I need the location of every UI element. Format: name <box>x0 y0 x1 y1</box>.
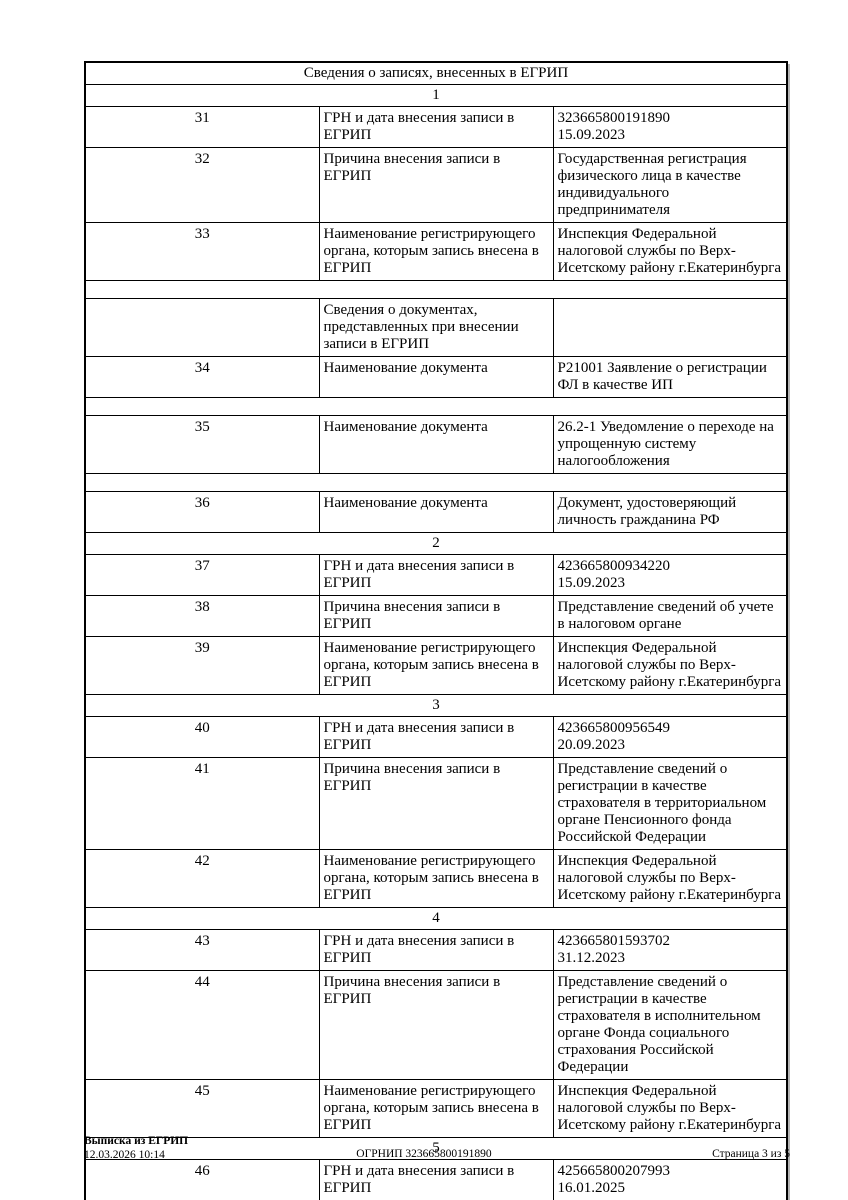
row-value-cell: 425665800207993 16.01.2025 <box>552 1159 788 1200</box>
row-number-cell: 43 <box>84 929 320 971</box>
section-row: 5 <box>84 1137 788 1160</box>
section-row: 2 <box>84 532 788 555</box>
row-value-cell: Инспекция Федеральной налоговой службы п… <box>552 1079 788 1138</box>
spacer-row <box>84 473 788 492</box>
row-number-cell <box>84 298 320 357</box>
row-number-cell: 39 <box>84 636 320 695</box>
section-row: 1 <box>84 84 788 107</box>
row-label-cell: ГРН и дата внесения записи в ЕГРИП <box>318 716 554 758</box>
footer-ogrnip: ОГРНИП 323665800191890 <box>356 1148 492 1160</box>
egrip-table-head: Сведения о записях, внесенных в ЕГРИП <box>84 61 788 85</box>
row-number-cell: 46 <box>84 1159 320 1200</box>
row-label-cell: ГРН и дата внесения записи в ЕГРИП <box>318 929 554 971</box>
row-value-cell: Инспекция Федеральной налоговой службы п… <box>552 222 788 281</box>
spacer-cell <box>84 280 788 299</box>
table-row: 46 ГРН и дата внесения записи в ЕГРИП 4256… <box>84 1159 788 1200</box>
row-value-cell: Представление сведений о регистрации в к… <box>552 970 788 1080</box>
row-number-cell: 33 <box>84 222 320 281</box>
table-row: 41 Причина внесения записи в ЕГРИП Предста… <box>84 757 788 850</box>
row-value-cell: 423665800934220 15.09.2023 <box>552 554 788 596</box>
row-number-cell: 32 <box>84 147 320 223</box>
row-value-cell: Представление сведений о регистрации в к… <box>552 757 788 850</box>
table-row: 44 Причина внесения записи в ЕГРИП Предста… <box>84 970 788 1080</box>
table-row: 40 ГРН и дата внесения записи в ЕГРИП 4236… <box>84 716 788 758</box>
spacer-cell <box>84 397 788 416</box>
row-number-cell: 41 <box>84 757 320 850</box>
spacer-row <box>84 397 788 416</box>
table-row: 31 ГРН и дата внесения записи в ЕГРИП 3236… <box>84 106 788 148</box>
row-label-cell: ГРН и дата внесения записи в ЕГРИП <box>318 106 554 148</box>
table-row: 34 Наименование документа Р21001 Заявление… <box>84 356 788 398</box>
table-row: 35 Наименование документа 26.2-1 Уведомлен… <box>84 415 788 474</box>
table-row: 43 ГРН и дата внесения записи в ЕГРИП 4236… <box>84 929 788 971</box>
table-row: 33 Наименование регистрирующего органа, к… <box>84 222 788 281</box>
row-value-cell <box>552 298 788 357</box>
row-number-cell: 34 <box>84 356 320 398</box>
egrip-table-body: 1 31 ГРН и дата внесения записи в ЕГРИП 323… <box>84 84 788 1200</box>
section-number: 2 <box>84 532 788 555</box>
row-label-cell: Причина внесения записи в ЕГРИП <box>318 595 554 637</box>
row-value-cell: 26.2-1 Уведомление о переходе на упрощен… <box>552 415 788 474</box>
table-row: 36 Наименование документа Документ, удосто… <box>84 491 788 533</box>
section-number: 5 <box>84 1137 788 1160</box>
spacer-row <box>84 280 788 299</box>
row-label-cell: Причина внесения записи в ЕГРИП <box>318 757 554 850</box>
table-row: 32 Причина внесения записи в ЕГРИП Государ… <box>84 147 788 223</box>
row-value-cell: 423665800956549 20.09.2023 <box>552 716 788 758</box>
section-row: 4 <box>84 907 788 930</box>
row-number-cell: 31 <box>84 106 320 148</box>
table-row: 37 ГРН и дата внесения записи в ЕГРИП 4236… <box>84 554 788 596</box>
section-number: 3 <box>84 694 788 717</box>
row-value-cell: Документ, удостоверяющий личность гражда… <box>552 491 788 533</box>
row-number-cell: 45 <box>84 1079 320 1138</box>
table-row: 38 Причина внесения записи в ЕГРИП Предста… <box>84 595 788 637</box>
section-number: 4 <box>84 907 788 930</box>
row-number-cell: 42 <box>84 849 320 908</box>
row-value-cell: Р21001 Заявление о регистрации ФЛ в каче… <box>552 356 788 398</box>
table-row: Сведения о документах, представленных пр… <box>84 298 788 357</box>
row-value-cell: Государственная регистрация физического … <box>552 147 788 223</box>
table-row: 39 Наименование регистрирующего органа, к… <box>84 636 788 695</box>
footer-doc-type: Выписка из ЕГРИП <box>84 1135 189 1147</box>
row-label-cell: Наименование документа <box>318 415 554 474</box>
table-title-row: Сведения о записях, внесенных в ЕГРИП <box>84 61 788 85</box>
table-title: Сведения о записях, внесенных в ЕГРИП <box>84 61 788 85</box>
row-label-cell: Наименование документа <box>318 356 554 398</box>
row-label-cell: Наименование регистрирующего органа, кот… <box>318 1079 554 1138</box>
row-label-cell: ГРН и дата внесения записи в ЕГРИП <box>318 1159 554 1200</box>
row-value-cell: Инспекция Федеральной налоговой службы п… <box>552 849 788 908</box>
section-row: 3 <box>84 694 788 717</box>
row-number-cell: 35 <box>84 415 320 474</box>
row-label-cell: Наименование регистрирующего органа, кот… <box>318 849 554 908</box>
footer-left: Выписка из ЕГРИП 12.03.2026 10:14 <box>84 1135 188 1162</box>
row-number-cell: 38 <box>84 595 320 637</box>
row-label-cell: Наименование регистрирующего органа, кот… <box>318 222 554 281</box>
row-label-cell: ГРН и дата внесения записи в ЕГРИП <box>318 554 554 596</box>
footer-datetime: 12.03.2026 10:14 <box>84 1148 165 1161</box>
row-label-cell: Причина внесения записи в ЕГРИП <box>318 970 554 1080</box>
row-label-cell: Наименование документа <box>318 491 554 533</box>
spacer-cell <box>84 473 788 492</box>
row-number-cell: 40 <box>84 716 320 758</box>
row-label-cell: Наименование регистрирующего органа, кот… <box>318 636 554 695</box>
row-value-cell: 323665800191890 15.09.2023 <box>552 106 788 148</box>
row-number-cell: 44 <box>84 970 320 1080</box>
row-number-cell: 37 <box>84 554 320 596</box>
table-row: 42 Наименование регистрирующего органа, к… <box>84 849 788 908</box>
section-number: 1 <box>84 84 788 107</box>
row-number-cell: 36 <box>84 491 320 533</box>
row-label-cell: Причина внесения записи в ЕГРИП <box>318 147 554 223</box>
table-row: 45 Наименование регистрирующего органа, к… <box>84 1079 788 1138</box>
row-label-cell: Сведения о документах, представленных пр… <box>318 298 554 357</box>
row-value-cell: Представление сведений об учете в налого… <box>552 595 788 637</box>
footer-page-number: Страница 3 из 5 <box>712 1148 790 1160</box>
row-value-cell: 423665801593702 31.12.2023 <box>552 929 788 971</box>
row-value-cell: Инспекция Федеральной налоговой службы п… <box>552 636 788 695</box>
